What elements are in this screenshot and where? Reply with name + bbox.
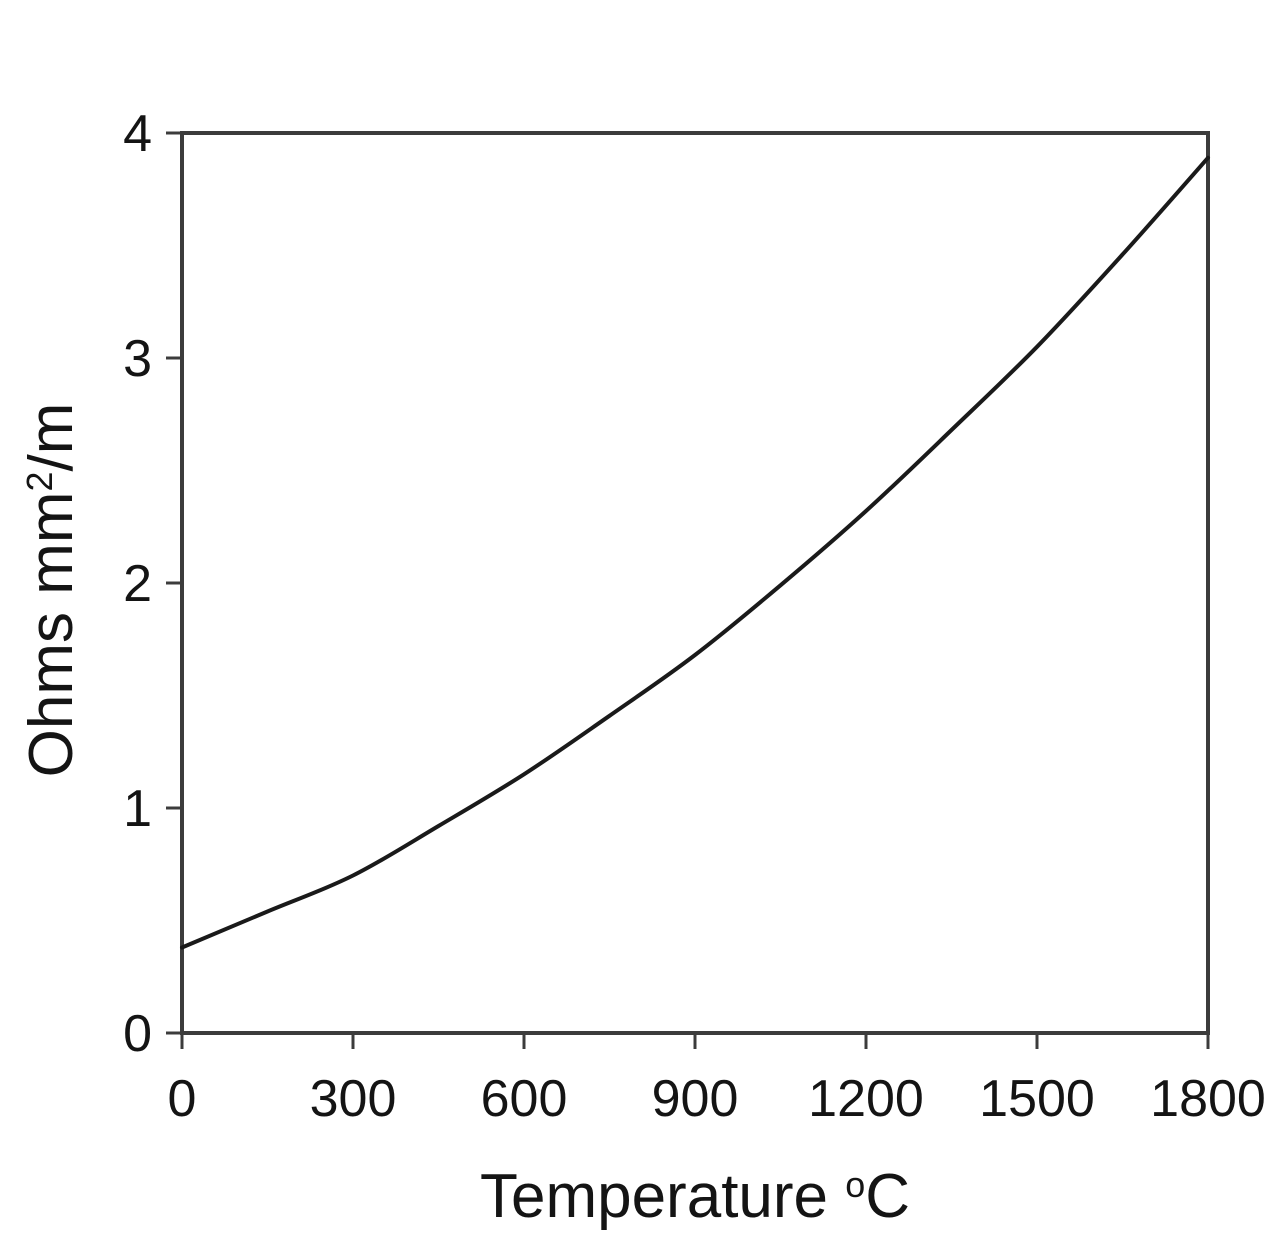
y-axis-title-unit: /m [17,402,86,472]
y-axis-title: Ohms mm2/m [17,403,86,778]
plot-frame [180,131,1210,1035]
y-tick-label: 3 [123,330,152,388]
x-tick-label: 1500 [979,1070,1095,1128]
x-tick-label: 1800 [1150,1070,1266,1128]
y-axis-title-text: Ohms mm [17,491,86,778]
data-curve [180,155,1210,950]
x-tick-label: 600 [481,1070,568,1128]
y-axis-title-superscript: 2 [19,471,61,492]
y-tick-label: 1 [123,780,152,838]
x-tick-label: 1200 [808,1070,924,1128]
x-tick-label: 900 [652,1070,739,1128]
x-axis-title: Temperature oC [182,1166,1208,1228]
y-tick-label: 0 [123,1005,152,1063]
y-tick-label: 2 [123,555,152,613]
y-tick-label: 4 [123,105,152,163]
x-axis-title-unit: C [865,1162,911,1231]
x-axis-title-degree: o [845,1164,866,1206]
x-tick-label: 0 [168,1070,197,1128]
x-axis-title-text: Temperature [479,1162,846,1231]
x-tick-label: 300 [310,1070,397,1128]
